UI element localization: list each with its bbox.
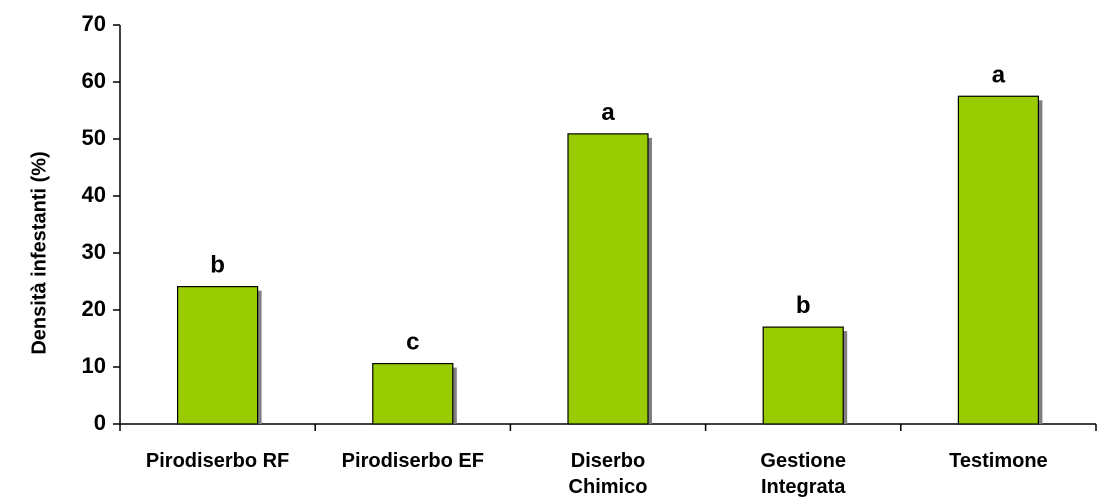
y-tick-label: 0: [94, 410, 106, 435]
y-tick-label: 50: [82, 125, 106, 150]
x-tick-label: Pirodiserbo RF: [146, 450, 289, 472]
bar: [567, 133, 649, 425]
x-tick-label: Integrata: [761, 476, 846, 498]
y-tick-label: 40: [82, 182, 106, 207]
y-tick-label: 60: [82, 68, 106, 93]
bar: [762, 326, 844, 425]
bar: [177, 286, 259, 425]
significance-letter: b: [796, 292, 811, 319]
x-tick-label: Chimico: [569, 476, 648, 498]
x-tick-label: Pirodiserbo EF: [342, 450, 484, 472]
y-tick-label: 20: [82, 296, 106, 321]
x-tick-label: Diserbo: [571, 450, 645, 472]
significance-letter: b: [210, 252, 225, 279]
significance-letter: a: [992, 61, 1006, 88]
significance-letter: a: [601, 99, 615, 126]
y-tick-label: 30: [82, 239, 106, 264]
y-tick-label: 70: [82, 11, 106, 36]
y-axis-title: Densità infestanti (%): [28, 151, 50, 354]
y-tick-label: 10: [82, 353, 106, 378]
x-tick-label: Gestione: [760, 450, 846, 472]
significance-letter: c: [406, 329, 419, 356]
bar: [372, 362, 454, 425]
x-tick-label: Testimone: [949, 450, 1048, 472]
bar: [957, 95, 1040, 425]
plot-area: 0 10 20 30 40 50 60 70 b Pirodiserbo RF c Pirodiser…: [82, 11, 1097, 498]
